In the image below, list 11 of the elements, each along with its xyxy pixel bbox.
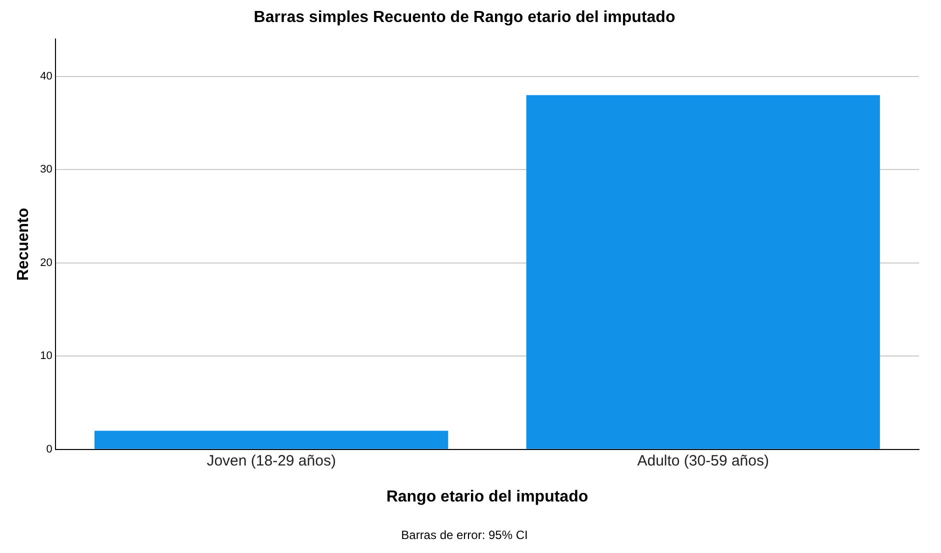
x-tick-label: Adulto (30-59 años) xyxy=(637,452,769,470)
y-tick-label: 10 xyxy=(40,350,52,362)
y-axis-title: Recuento xyxy=(15,208,32,281)
y-tick-label: 30 xyxy=(40,164,52,176)
y-tick-label: 40 xyxy=(40,70,52,83)
y-tick-label: 0 xyxy=(46,443,52,456)
x-tick-label: Joven (18-29 años) xyxy=(206,452,336,470)
y-tick-label: 20 xyxy=(40,256,52,269)
text: Barras de error: 95% CI xyxy=(401,528,528,542)
chart-title: Barras simples Recuento de Rango etario del imputado xyxy=(254,9,676,26)
x-axis-title: Rango etario del imputado xyxy=(386,488,588,506)
